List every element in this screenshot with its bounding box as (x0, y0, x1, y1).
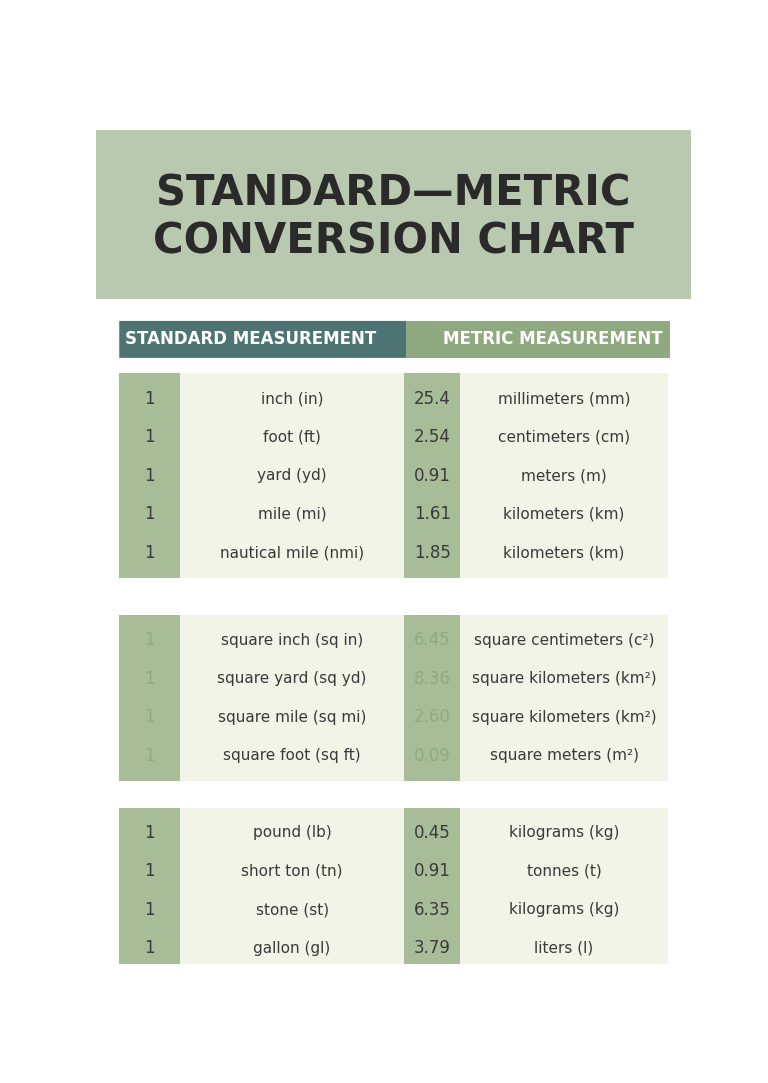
Text: 1: 1 (144, 708, 155, 727)
Text: kilograms (kg): kilograms (kg) (509, 825, 619, 840)
Text: square yard (sq yd): square yard (sq yd) (217, 671, 367, 687)
Text: 1.61: 1.61 (414, 505, 451, 523)
Text: 1.85: 1.85 (414, 544, 451, 562)
Text: square meters (m²): square meters (m²) (490, 748, 639, 764)
Text: inch (in): inch (in) (261, 391, 323, 406)
Bar (119, 374, 180, 578)
Bar (180, 374, 405, 578)
Text: stone (st): stone (st) (256, 902, 329, 917)
Text: 0.09: 0.09 (414, 747, 451, 765)
Text: 25.4: 25.4 (414, 390, 451, 407)
Bar (96, 130, 691, 299)
Text: tonnes (t): tonnes (t) (527, 864, 601, 879)
Text: nautical mile (nmi): nautical mile (nmi) (220, 545, 364, 560)
Text: CONVERSION CHART: CONVERSION CHART (153, 221, 634, 262)
Text: 3.79: 3.79 (414, 939, 451, 957)
Text: 2.54: 2.54 (414, 428, 451, 446)
Text: short ton (tn): short ton (tn) (241, 864, 343, 879)
Text: 1: 1 (144, 390, 155, 407)
Bar (460, 374, 668, 578)
Text: square kilometers (km²): square kilometers (km²) (472, 710, 657, 725)
Text: 0.91: 0.91 (414, 467, 451, 485)
Text: square kilometers (km²): square kilometers (km²) (472, 671, 657, 687)
Bar (405, 374, 460, 578)
Text: 1: 1 (144, 939, 155, 957)
Text: 1: 1 (144, 631, 155, 650)
Text: kilometers (km): kilometers (km) (503, 507, 625, 522)
Bar (119, 615, 180, 781)
Text: 1: 1 (144, 901, 155, 919)
Text: foot (ft): foot (ft) (263, 430, 321, 445)
Bar (460, 615, 668, 781)
Text: gallon (gl): gallon (gl) (253, 941, 331, 956)
Text: square foot (sq ft): square foot (sq ft) (223, 748, 361, 764)
Text: kilograms (kg): kilograms (kg) (509, 902, 619, 917)
Text: square mile (sq mi): square mile (sq mi) (218, 710, 366, 725)
Text: square inch (sq in): square inch (sq in) (221, 632, 363, 648)
Text: 1: 1 (144, 862, 155, 880)
Text: 0.45: 0.45 (414, 824, 451, 841)
Text: 6.45: 6.45 (414, 631, 451, 650)
Text: pound (lb): pound (lb) (253, 825, 332, 840)
Text: METRIC MEASUREMENT: METRIC MEASUREMENT (443, 330, 663, 349)
Bar (405, 808, 460, 974)
Text: 6.35: 6.35 (414, 901, 451, 919)
Text: 1: 1 (144, 670, 155, 688)
Text: kilometers (km): kilometers (km) (503, 545, 625, 560)
Text: STANDARD MEASUREMENT: STANDARD MEASUREMENT (125, 330, 376, 349)
Text: meters (m): meters (m) (521, 468, 607, 483)
Text: mile (mi): mile (mi) (258, 507, 326, 522)
Text: centimeters (cm): centimeters (cm) (498, 430, 631, 445)
Text: yard (yd): yard (yd) (257, 468, 327, 483)
Text: 1: 1 (144, 505, 155, 523)
Polygon shape (119, 321, 422, 357)
Text: 2.60: 2.60 (414, 708, 451, 727)
Text: liters (l): liters (l) (535, 941, 594, 956)
Bar (180, 615, 405, 781)
Bar (406, 321, 670, 357)
Text: 8.36: 8.36 (414, 670, 451, 688)
Bar (460, 808, 668, 974)
Bar (119, 808, 180, 974)
Text: 1: 1 (144, 428, 155, 446)
Text: 1: 1 (144, 467, 155, 485)
Bar (405, 615, 460, 781)
Text: 1: 1 (144, 824, 155, 841)
Text: 1: 1 (144, 747, 155, 765)
Bar (180, 808, 405, 974)
Text: 0.91: 0.91 (414, 862, 451, 880)
Text: STANDARD—METRIC: STANDARD—METRIC (157, 172, 631, 214)
Text: millimeters (mm): millimeters (mm) (498, 391, 631, 406)
Text: 1: 1 (144, 544, 155, 562)
Text: square centimeters (c²): square centimeters (c²) (474, 632, 654, 648)
